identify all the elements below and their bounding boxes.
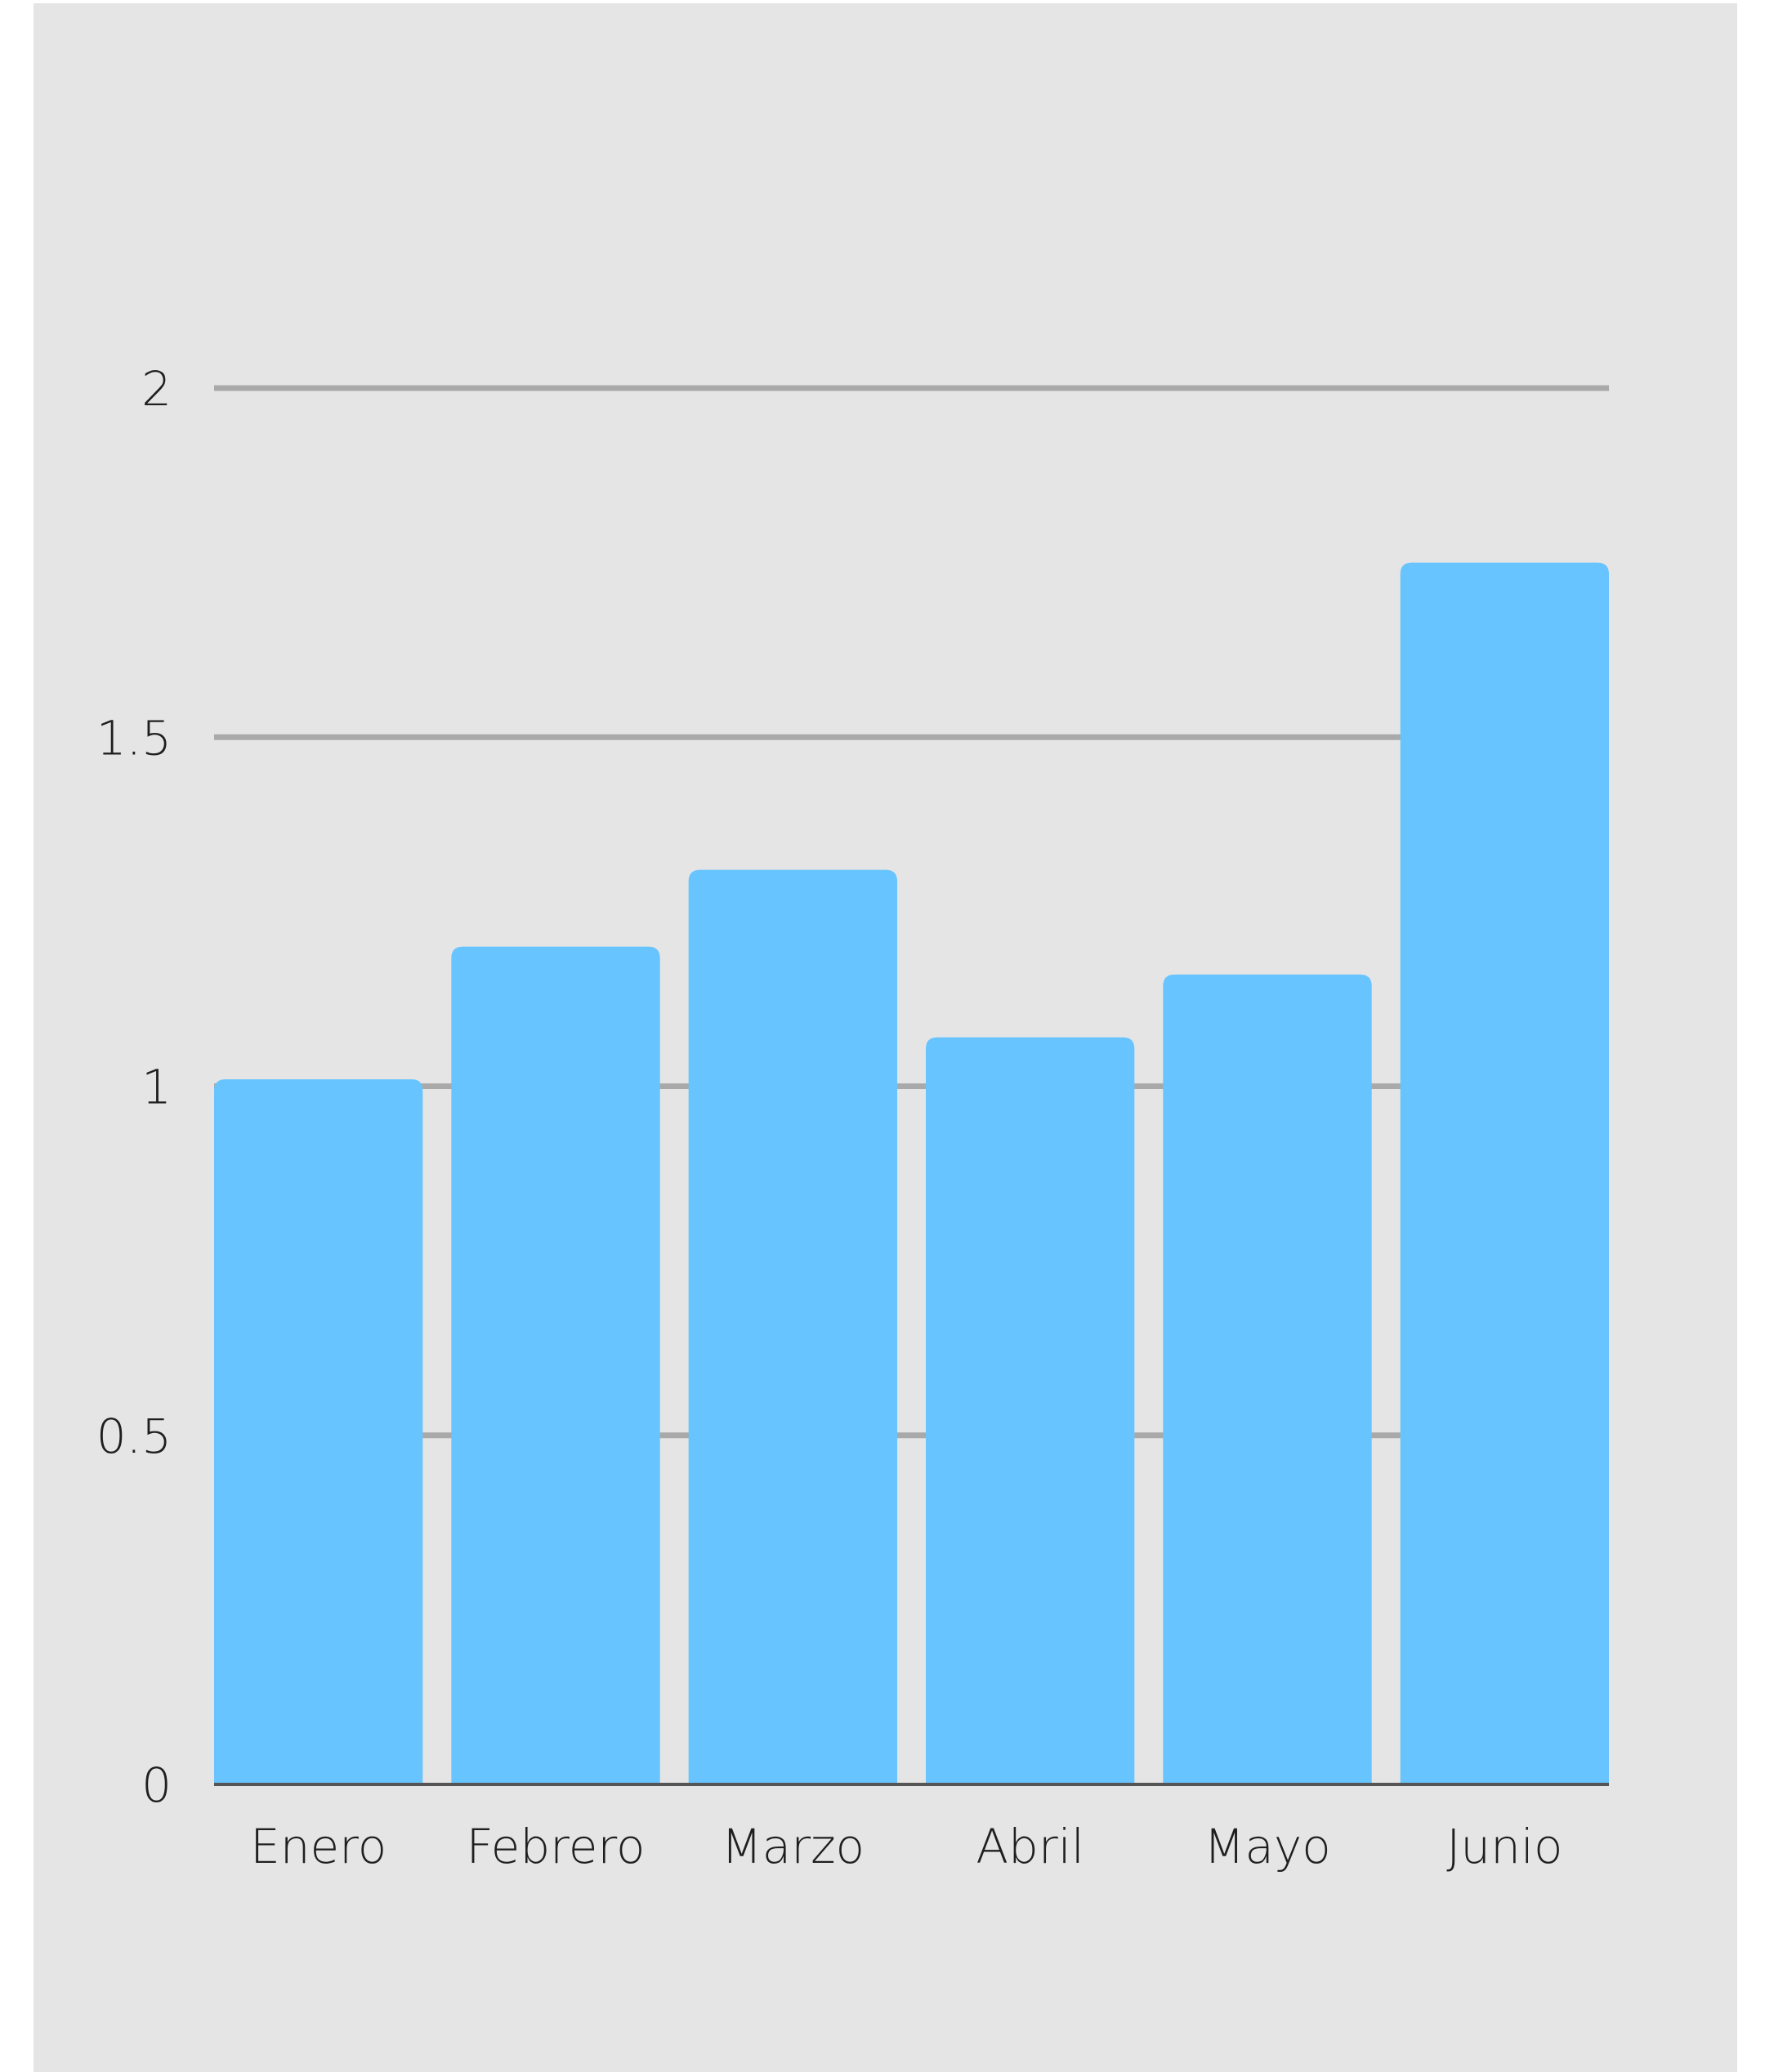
x-tick-label: Febrero [466,1819,645,1874]
x-tick-label: Marzo [722,1819,865,1874]
x-tick-label: Mayo [1204,1819,1330,1874]
bar-marzo [688,869,897,1784]
gridlines [214,385,1609,1439]
y-tick-label: 1.5 [96,710,172,766]
x-tick-label: Enero [250,1819,387,1874]
x-tick-label: Abril [976,1819,1084,1874]
bar-febrero [451,946,660,1784]
y-tick-label: 1 [141,1060,172,1115]
y-tick-label: 0 [141,1757,172,1813]
x-tick-label: Junio [1446,1819,1562,1874]
bar-mayo [1163,974,1372,1784]
y-tick-label: 0.5 [96,1409,172,1464]
bars [214,562,1609,1784]
x-axis-labels: Enero Febrero Marzo Abril Mayo Junio [250,1819,1562,1874]
y-tick-label: 2 [141,361,172,417]
bar-enero [214,1078,423,1784]
bar-junio [1400,562,1609,1784]
y-axis-ticks: 0 0.5 1 1.5 2 [96,361,172,1813]
bar-abril [926,1037,1135,1784]
